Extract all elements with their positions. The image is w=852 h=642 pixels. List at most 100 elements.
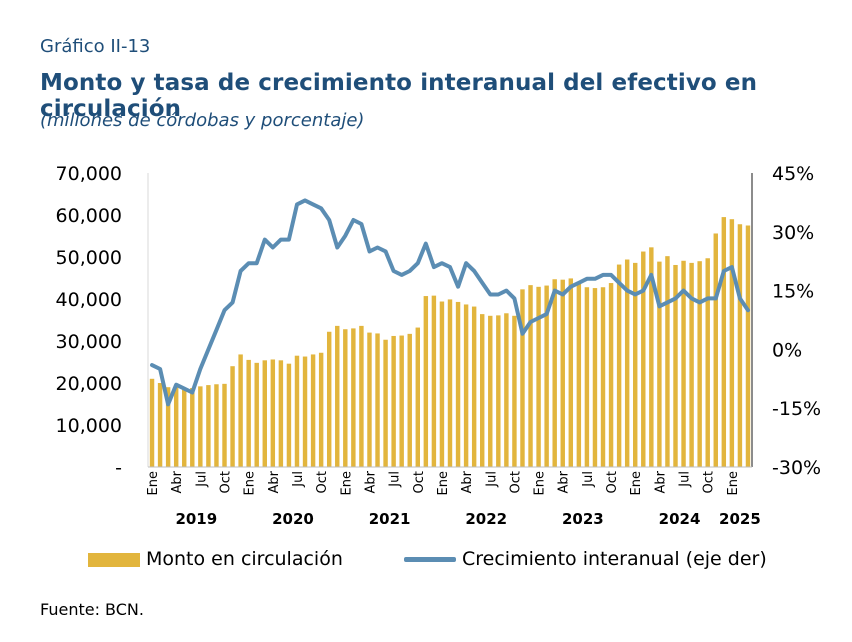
bar [568,278,574,467]
bar [278,360,284,467]
line-series [150,198,750,407]
bar [246,359,251,467]
year-label: 2025 [719,510,761,528]
left-tick-label: 60,000 [56,205,122,227]
bar [689,262,694,467]
bar [520,289,525,467]
bar [302,356,308,467]
bar [439,301,445,467]
x-tick-label: Abr [460,470,475,493]
bar [544,285,549,467]
x-tick-label: Abr [557,470,572,493]
bar [673,264,678,467]
x-tick-label: Oct [315,471,330,493]
bar [721,217,727,467]
x-tick-label: Oct [605,471,620,493]
x-tick-label: Abr [170,470,185,493]
bar [198,386,203,467]
bar [633,262,638,467]
bar [528,285,533,467]
bar [335,325,340,467]
bar [310,354,316,467]
x-tick-label: Jul [678,471,693,488]
bar [616,264,622,467]
bar [270,359,276,467]
left-tick-label: 10,000 [56,415,122,437]
left-tick-label: 40,000 [56,289,122,311]
bar [600,287,606,467]
x-tick-label: Ene [533,471,548,495]
year-label: 2023 [562,510,604,528]
bar [230,366,235,467]
bar [737,224,743,467]
bar [254,362,259,467]
legend-line-label: Crecimiento interanual (eje der) [462,548,767,570]
bar [705,258,710,467]
bar [375,333,380,467]
bar [190,388,195,467]
bar [552,279,557,467]
bar [697,261,702,467]
bar [431,295,437,467]
x-tick-label: Jul [581,471,596,488]
x-axis: Ene Abr Jul Oct Ene Abr Jul Oct Ene Abr Jul Oct Ene A… [146,466,761,528]
x-tick-label: Ene [726,471,741,495]
bar [681,260,686,467]
bar [351,328,356,467]
bar [479,314,485,467]
bar [560,279,565,467]
bar [641,251,646,467]
x-tick-label: Oct [508,471,523,493]
chart-subtitle: (millones de córdobas y porcentaje) [40,110,365,131]
bar-series [149,217,751,467]
bar [149,378,155,467]
bar [182,388,187,467]
bar [745,225,751,467]
bar [504,313,509,467]
right-axis: -30% -15% 0% 15% 30% 45% [751,163,821,479]
legend-line-swatch [404,557,456,562]
bar [165,387,171,467]
bar [423,296,429,467]
year-label: 2024 [659,510,701,528]
chart-number: Gráfico II-13 [40,36,151,57]
bar [455,301,461,467]
bar [359,325,364,467]
bar [206,385,211,467]
year-label: 2020 [272,510,314,528]
bar [649,247,654,467]
bar [729,219,735,467]
left-tick-label: 50,000 [56,247,122,269]
legend-bars: Monto en circulación [88,548,343,570]
bar [326,331,332,467]
bar [463,304,469,467]
x-tick-label: Abr [653,470,668,493]
right-tick-label: 0% [772,339,802,361]
bar [367,332,372,467]
bar [173,386,179,467]
right-tick-label: 45% [772,163,814,185]
legend-bar-label: Monto en circulación [146,548,343,570]
bar [399,335,404,467]
bar [624,259,630,467]
source-note: Fuente: BCN. [40,600,144,619]
x-tick-label: Oct [219,471,234,493]
chart-title: Monto y tasa de crecimiento interanual d… [40,70,758,122]
bar [343,329,348,467]
bar [447,299,453,467]
right-tick-label: -30% [772,457,821,479]
x-tick-label: Ene [629,471,644,495]
bar [157,383,163,467]
bar [584,287,590,467]
growth-line [150,198,750,407]
x-tick-label: Ene [339,471,354,495]
left-tick-label: 70,000 [56,163,122,185]
bar [238,354,243,467]
left-tick-label: 30,000 [56,331,122,353]
bar [471,306,477,467]
bar [318,352,324,467]
year-label: 2019 [175,510,217,528]
year-label: 2022 [465,510,507,528]
x-tick-label: Ene [146,471,161,495]
x-tick-label: Oct [412,471,427,493]
